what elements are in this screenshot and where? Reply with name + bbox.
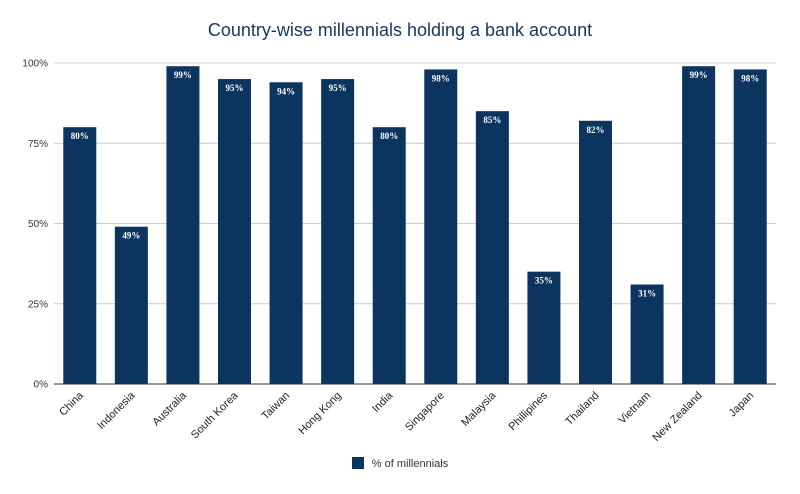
bar bbox=[475, 111, 509, 385]
x-tick-label: Australia bbox=[150, 389, 189, 428]
bar bbox=[682, 66, 716, 385]
data-label: 80% bbox=[71, 131, 89, 141]
data-label: 49% bbox=[122, 231, 140, 241]
data-label: 85% bbox=[483, 115, 501, 125]
data-label: 82% bbox=[587, 125, 605, 135]
legend: % of millennials bbox=[0, 457, 800, 470]
bar bbox=[630, 284, 664, 384]
bar bbox=[424, 69, 458, 385]
data-label: 35% bbox=[535, 276, 553, 286]
bar bbox=[578, 120, 613, 384]
bar bbox=[63, 127, 97, 384]
x-tick-label: Malaysia bbox=[459, 389, 499, 429]
x-tick-label: Vietnam bbox=[616, 390, 653, 427]
bar bbox=[527, 271, 561, 384]
bar bbox=[321, 79, 355, 385]
data-label: 99% bbox=[174, 70, 192, 80]
x-tick-label: India bbox=[370, 389, 396, 415]
bar bbox=[166, 66, 200, 385]
data-label: 98% bbox=[741, 73, 759, 83]
x-tick-label: Singapore bbox=[403, 390, 447, 434]
x-tick-label: China bbox=[57, 389, 86, 418]
data-label: 31% bbox=[638, 288, 656, 298]
y-tick-label: 50% bbox=[28, 219, 48, 230]
x-tick-label: Indonesia bbox=[95, 389, 138, 432]
x-tick-label: South Korea bbox=[189, 389, 241, 441]
x-tick-label: Japan bbox=[727, 390, 757, 420]
bar bbox=[372, 127, 406, 384]
y-tick-label: 100% bbox=[22, 59, 48, 70]
y-tick-label: 75% bbox=[28, 139, 48, 150]
x-tick-label: Phillipines bbox=[507, 389, 551, 433]
chart-title: Country-wise millennials holding a bank … bbox=[207, 20, 593, 40]
data-label: 95% bbox=[329, 83, 347, 93]
data-label: 98% bbox=[432, 73, 450, 83]
legend-swatch bbox=[351, 457, 364, 469]
data-label: 99% bbox=[690, 70, 708, 80]
x-tick-label: Hong Kong bbox=[296, 390, 343, 437]
bar bbox=[269, 82, 303, 384]
bar bbox=[733, 69, 767, 385]
bar bbox=[114, 226, 148, 384]
data-label: 94% bbox=[277, 86, 295, 96]
data-label: 95% bbox=[226, 83, 244, 93]
x-tick-label: New Zealand bbox=[650, 390, 704, 444]
legend-label: % of millennials bbox=[371, 458, 449, 470]
x-tick-label: Thailand bbox=[563, 390, 601, 428]
x-tick-label: Taiwan bbox=[259, 390, 292, 423]
y-tick-label: 25% bbox=[28, 299, 48, 310]
bar bbox=[217, 79, 252, 385]
y-tick-label: 0% bbox=[34, 380, 49, 391]
data-label: 80% bbox=[380, 131, 398, 141]
